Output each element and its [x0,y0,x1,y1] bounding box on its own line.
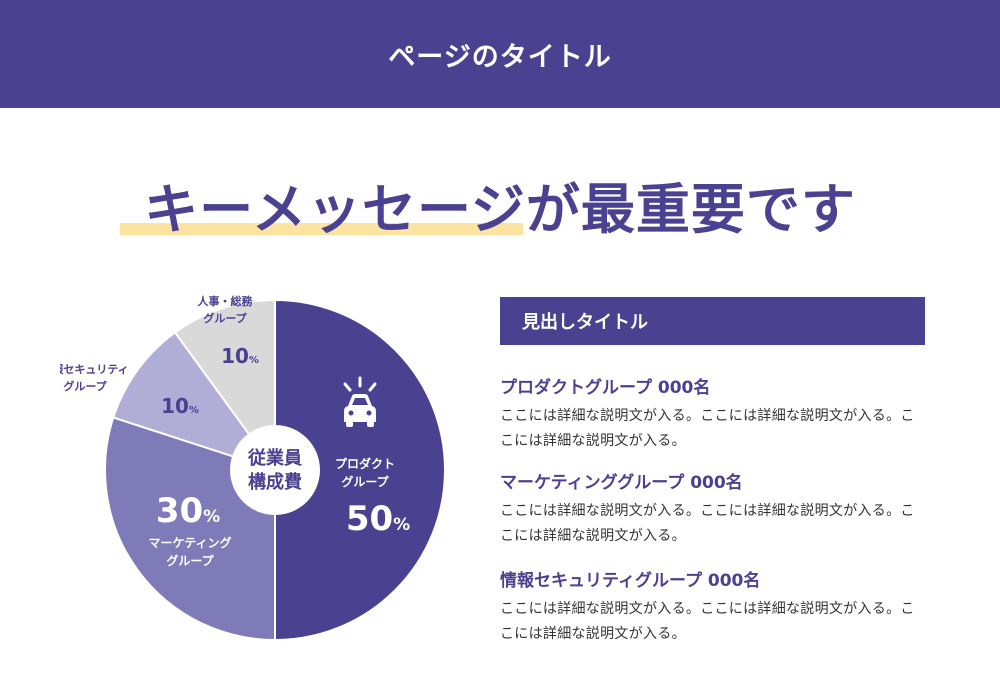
pie-slice-label: グループ [203,311,247,325]
group-block-security: 情報セキュリティグループ 000名 ここには詳細な説明文が入る。ここには詳細な説… [500,566,920,647]
section-heading-bar: 見出しタイトル [500,297,925,345]
group-description: ここには詳細な説明文が入る。ここには詳細な説明文が入る。ここには詳細な説明文が入… [500,601,915,642]
pie-value-label: 30% [156,491,220,531]
pie-value-label: 50% [346,499,410,539]
pie-slice-label: グループ [166,553,214,568]
group-title: マーケティンググループ 000名 [500,473,743,493]
key-message-highlight [120,223,523,235]
pie-slice-label: プロダクト [335,456,395,471]
pie-chart-area: 従業員構成費プロダクトグループ50%マーケティンググループ30%情報セキュリティ… [60,285,480,655]
page-title: ページのタイトル [388,41,612,73]
pie-value-label: 10% [161,394,199,418]
pie-slice-label: グループ [63,379,107,393]
pie-slice-label: 人事・総務 [198,294,254,308]
group-description: ここには詳細な説明文が入る。ここには詳細な説明文が入る。ここには詳細な説明文が入… [500,503,915,544]
pie-slice [112,331,278,472]
pie-slice-label: マーケティング [148,535,231,550]
pie-center [230,425,320,515]
header-bar: ページのタイトル [0,0,1000,108]
pie-slice [274,298,446,642]
car-icon [343,376,377,427]
key-message: キーメッセージが最重要です [144,178,856,241]
group-description: ここには詳細な説明文が入る。ここには詳細な説明文が入る。ここには詳細な説明文が入… [500,408,915,449]
group-block-marketing: マーケティンググループ 000名 ここには詳細な説明文が入る。ここには詳細な説明… [500,468,920,549]
pie-center-label: 従業員 [247,447,302,469]
pie-center-label: 構成費 [248,471,302,493]
group-block-product: プロダクトグループ 000名 ここには詳細な説明文が入る。ここには詳細な説明文が… [500,373,920,454]
pie-slice [173,298,276,474]
pie-slice-label: 情報セキュリティ [60,362,129,376]
group-title: プロダクトグループ 000名 [500,378,711,398]
pie-slice-label: グループ [341,474,389,489]
section-heading: 見出しタイトル [522,312,648,333]
pie-chart: 従業員構成費プロダクトグループ50%マーケティンググループ30%情報セキュリティ… [60,294,446,642]
pie-value-label: 10% [221,344,259,368]
group-title: 情報セキュリティグループ 000名 [500,571,761,591]
key-message-block: キーメッセージが最重要です [0,172,1000,252]
